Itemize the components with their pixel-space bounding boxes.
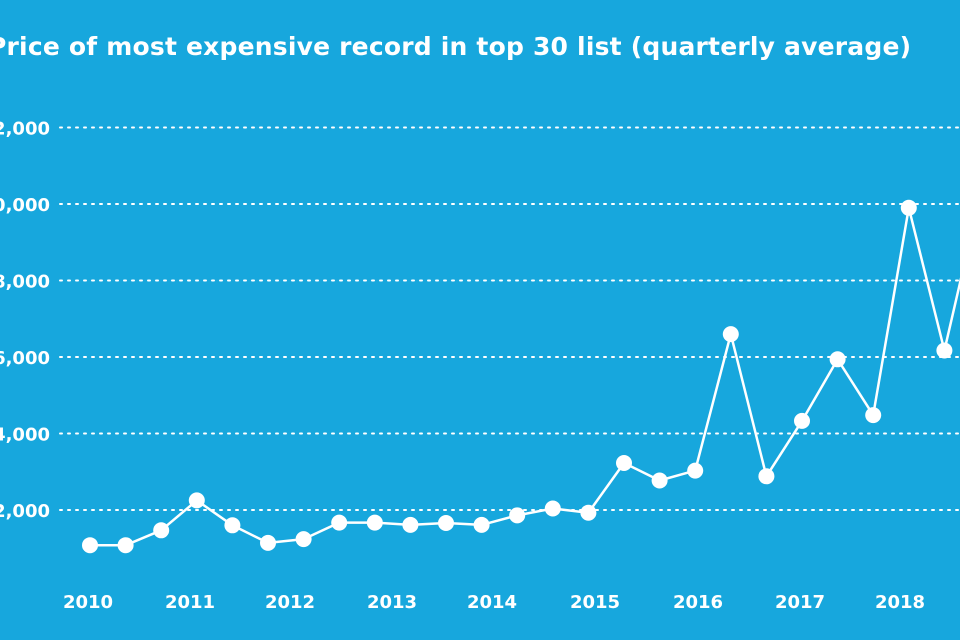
data-point xyxy=(509,507,526,524)
y-tick-label: 10,000 xyxy=(0,195,50,216)
y-axis-ticks: 2,000 4,000 6,000 8,000 10,000 12,000 xyxy=(0,119,50,523)
x-axis-ticks: 2010 2011 2012 2013 2014 2015 2016 2017 2018 xyxy=(63,592,925,613)
y-tick-label: 8,000 xyxy=(0,272,50,293)
y-tick-label: 12,000 xyxy=(0,119,50,140)
y-tick-label: 2,000 xyxy=(0,501,50,522)
y-tick-label: 4,000 xyxy=(0,425,50,446)
data-point xyxy=(295,531,312,548)
data-point xyxy=(188,492,205,509)
x-tick-label: 2014 xyxy=(467,592,517,613)
data-point xyxy=(402,516,419,533)
data-point xyxy=(544,500,561,517)
data-point xyxy=(794,412,810,429)
data-point xyxy=(722,326,739,343)
data-point xyxy=(117,537,134,554)
data-point xyxy=(900,199,917,216)
data-point xyxy=(865,407,882,424)
series-layer xyxy=(82,199,960,554)
x-tick-label: 2012 xyxy=(265,592,315,613)
x-tick-label: 2011 xyxy=(165,592,215,613)
data-point xyxy=(153,522,170,539)
data-point xyxy=(82,537,98,554)
y-tick-label: 6,000 xyxy=(0,348,50,369)
x-tick-label: 2016 xyxy=(673,592,723,613)
data-point xyxy=(366,514,383,531)
data-point xyxy=(331,514,348,531)
x-tick-label: 2018 xyxy=(875,592,925,613)
x-tick-label: 2015 xyxy=(570,592,620,613)
data-point xyxy=(580,504,597,521)
x-tick-label: 2013 xyxy=(367,592,417,613)
data-point xyxy=(758,468,775,485)
data-point xyxy=(687,462,704,479)
data-point xyxy=(651,472,668,489)
x-tick-label: 2017 xyxy=(775,592,825,613)
data-point xyxy=(438,515,454,531)
x-tick-label: 2010 xyxy=(63,592,113,613)
data-point xyxy=(616,455,632,471)
data-point xyxy=(260,534,276,551)
chart-title: Price of most expensive record in top 30… xyxy=(0,32,912,61)
data-point xyxy=(224,517,241,534)
series-line xyxy=(90,206,960,547)
data-point xyxy=(829,351,846,368)
grid-lines xyxy=(59,126,960,511)
data-point xyxy=(936,342,953,359)
data-point xyxy=(473,516,490,533)
